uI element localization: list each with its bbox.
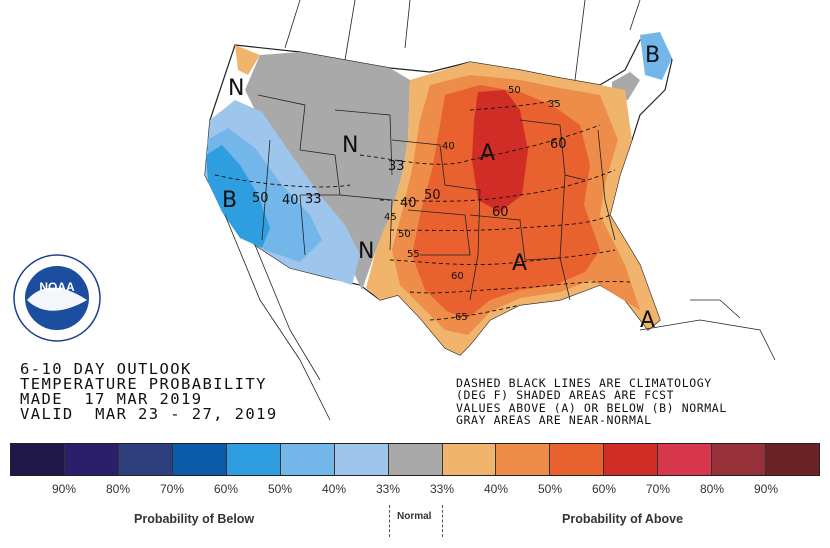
border-outlines [224, 214, 776, 421]
legend-swatch [388, 444, 443, 475]
legend-swatch [280, 444, 335, 475]
legend-swatch [766, 444, 820, 475]
category-label-below-northeast: B [645, 43, 660, 68]
outlook-title-block: 6-10 DAY OUTLOOK TEMPERATURE PROBABILITY M… [20, 360, 278, 423]
note-line: VALUES ABOVE (A) OR BELOW (B) NORMAL [456, 400, 727, 415]
note-line: DASHED BLACK LINES ARE CLIMATOLOGY [456, 376, 712, 390]
note-line: (DEG F) SHADED AREAS ARE FCST [456, 388, 675, 403]
probability-color-legend [10, 443, 820, 476]
state-borders [257, 0, 641, 301]
contour-label: 40 [400, 196, 417, 211]
above-light-northwest [235, 45, 260, 75]
contour-label: 50 [508, 85, 521, 96]
note-line: GRAY AREAS ARE NEAR-NORMAL [456, 412, 652, 427]
contour-label: 60 [451, 271, 464, 282]
near-normal-region [245, 52, 410, 290]
legend-percent-label: 80% [699, 482, 725, 496]
normal-caption: Normal [397, 511, 432, 522]
contour-label: 35 [548, 99, 561, 110]
contour-label: 45 [384, 212, 397, 223]
outlook-title: 6-10 DAY OUTLOOK [20, 360, 192, 378]
legend-swatch [496, 444, 551, 475]
legend-percent-label: 33% [375, 482, 401, 496]
above-peak-region [472, 90, 528, 212]
category-label-above-midwest: A [480, 141, 495, 166]
legend-percent-label: 50% [537, 482, 563, 496]
category-labels: N N N B B A A A [222, 43, 660, 333]
contour-label: 50 [252, 191, 269, 206]
below-strong-region [206, 145, 270, 248]
below-northeast-region [640, 32, 672, 80]
contour-labels: 50 40 33 33 40 50 40 45 50 55 60 60 65 5… [252, 85, 567, 323]
category-label-near-normal-west: N [228, 76, 244, 101]
noaa-logo: NOAA [13, 254, 101, 342]
legend-percent-label: 70% [159, 482, 185, 496]
legend-percent-label: 50% [267, 482, 293, 496]
legend-swatch [442, 444, 497, 475]
legend-percent-label: 90% [753, 482, 779, 496]
legend-swatch [712, 444, 767, 475]
outlook-variable: TEMPERATURE PROBABILITY [20, 375, 267, 393]
category-label-near-normal-plains: N [342, 133, 358, 158]
category-label-above-florida: A [640, 308, 655, 333]
normal-divider-left [389, 505, 390, 537]
above-caption: Probability of Above [562, 512, 684, 526]
outlook-made-date: MADE 17 MAR 2019 [20, 390, 203, 408]
category-label-below-west: B [222, 188, 237, 213]
legend-percent-label: 80% [105, 482, 131, 496]
legend-percent-label: 40% [321, 482, 347, 496]
contour-label: 33 [388, 159, 405, 174]
legend-swatch [226, 444, 281, 475]
contour-label: 60 [550, 137, 567, 152]
contour-label: 50 [398, 229, 411, 240]
legend-swatch [172, 444, 227, 475]
legend-swatch [658, 444, 713, 475]
legend-swatch [604, 444, 659, 475]
category-label-above-south: A [512, 251, 527, 276]
normal-divider-right [442, 505, 443, 537]
climatology-lines [214, 99, 631, 321]
legend-percent-label: 70% [645, 482, 671, 496]
legend-percent-label: 60% [213, 482, 239, 496]
contour-label: 60 [492, 205, 509, 220]
legend-percent-label: 60% [591, 482, 617, 496]
category-label-near-normal-south: N [358, 239, 374, 264]
contour-label: 65 [455, 312, 468, 323]
legend-swatch [550, 444, 605, 475]
legend-swatch [11, 444, 65, 475]
contour-label: 33 [305, 192, 322, 207]
contour-label: 55 [407, 249, 420, 260]
outlook-valid-range: VALID MAR 23 - 27, 2019 [20, 405, 278, 423]
legend-swatch [64, 444, 119, 475]
legend-swatch [118, 444, 173, 475]
contour-label: 40 [282, 193, 299, 208]
legend-percent-label: 90% [51, 482, 77, 496]
below-caption: Probability of Below [134, 512, 255, 526]
legend-percent-label: 40% [483, 482, 509, 496]
noaa-logo-text: NOAA [39, 280, 75, 294]
contour-label: 50 [424, 188, 441, 203]
contour-label: 40 [442, 141, 455, 152]
legend-swatch [334, 444, 389, 475]
legend-notes: DASHED BLACK LINES ARE CLIMATOLOGY (DEG F… [456, 377, 727, 426]
legend-percent-label: 33% [429, 482, 455, 496]
